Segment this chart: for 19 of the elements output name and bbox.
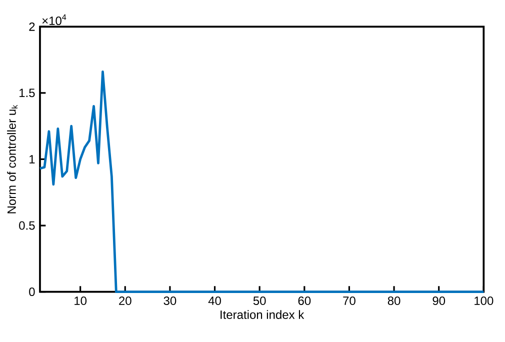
y-tick-label: 1.5 [20,88,35,97]
line-series [38,70,485,293]
y-axis-title: Norm of controller u$_{k}$ [7,104,18,214]
x-tick-label: 10 [74,296,87,305]
x-tick-label: 50 [253,296,266,305]
text: ×10$^{4}$ [42,14,66,25]
x-axis-title: Iteration index k [220,310,304,319]
y-tick-label: 0 [29,287,35,296]
x-tick-label: 30 [164,296,176,305]
x-tick-label: 80 [388,296,400,305]
x-tick-label: 20 [119,296,132,305]
y-tick-label: 0.5 [19,221,35,230]
x-tick-label: 60 [298,296,311,305]
y-tick-label: 1 [30,154,35,164]
x-tick-label: 90 [432,296,446,305]
y-tick-label: 2 [29,22,35,31]
x-tick-label: 40 [208,296,221,305]
x-tick-label: 100 [474,296,494,305]
x-tick-label: 70 [343,296,356,305]
